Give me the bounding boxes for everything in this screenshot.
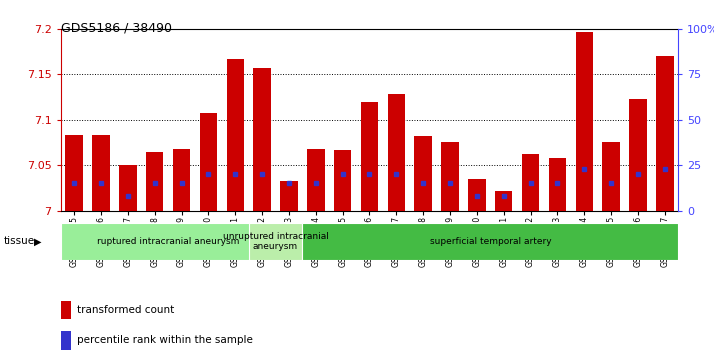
Bar — [61, 301, 71, 319]
Bar — [495, 191, 513, 211]
Bar — [146, 151, 164, 211]
Bar — [603, 142, 620, 211]
Bar — [280, 182, 298, 211]
Text: percentile rank within the sample: percentile rank within the sample — [77, 335, 253, 346]
Bar — [334, 150, 351, 211]
Text: transformed count: transformed count — [77, 305, 174, 315]
Bar — [92, 135, 110, 211]
Text: unruptured intracranial
aneurysm: unruptured intracranial aneurysm — [223, 232, 328, 251]
Bar — [575, 32, 593, 211]
Bar — [307, 149, 325, 211]
Bar — [226, 59, 244, 211]
Text: ▶: ▶ — [34, 236, 42, 246]
Text: superficial temporal artery: superficial temporal artery — [430, 237, 551, 246]
Bar — [66, 135, 83, 211]
Bar — [61, 223, 276, 260]
Bar — [629, 99, 647, 211]
Bar — [468, 179, 486, 211]
Bar — [119, 165, 136, 211]
Bar — [200, 113, 217, 211]
Bar — [522, 154, 539, 211]
Bar — [549, 158, 566, 211]
Text: tissue: tissue — [4, 236, 35, 246]
Bar — [173, 149, 190, 211]
Bar — [302, 223, 678, 260]
Bar — [388, 94, 405, 211]
Bar — [441, 142, 459, 211]
Bar — [361, 102, 378, 211]
Text: GDS5186 / 38490: GDS5186 / 38490 — [61, 22, 171, 35]
Bar — [61, 331, 71, 350]
Bar — [414, 136, 432, 211]
Bar — [253, 68, 271, 211]
Bar — [248, 223, 302, 260]
Text: ruptured intracranial aneurysm: ruptured intracranial aneurysm — [97, 237, 239, 246]
Bar — [656, 56, 673, 211]
